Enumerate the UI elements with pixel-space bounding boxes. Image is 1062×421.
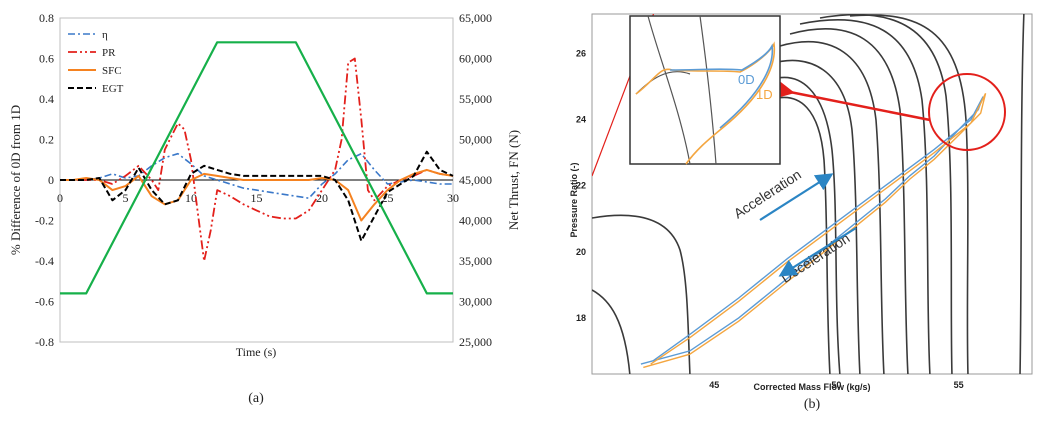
panel-a-chart: 0.80.60.40.20-0.2-0.4-0.6-0.865,00060,00… xyxy=(8,11,521,406)
x-tick-label: 30 xyxy=(447,191,459,205)
x-tick-label: 50 xyxy=(831,380,841,390)
inset-0d-curve xyxy=(669,43,774,129)
y2-tick-label: 65,000 xyxy=(459,11,492,25)
inset-label-1d: 1D xyxy=(756,87,773,102)
inset-zoom: 0D 1D xyxy=(629,15,781,165)
y-tick-label: 0.4 xyxy=(39,92,54,106)
y-tick-label: -0.2 xyxy=(35,214,54,228)
speed-lines xyxy=(592,14,1025,374)
x-tick-label: 55 xyxy=(954,380,964,390)
speed-line xyxy=(769,96,831,374)
y2-tick-label: 45,000 xyxy=(459,173,492,187)
panel-b-x-axis-label: Corrected Mass Flow (kg/s) xyxy=(753,382,870,392)
inset-speed-line xyxy=(647,15,691,165)
series-line-eta xyxy=(60,152,453,199)
x-tick-label: 5 xyxy=(123,191,129,205)
speed-line xyxy=(819,14,953,374)
y-tick-label: 22 xyxy=(576,181,586,191)
y2-tick-label: 50,000 xyxy=(459,133,492,147)
panel-a-label: (a) xyxy=(248,391,264,406)
legend-label: η xyxy=(102,29,108,41)
y2-tick-label: 30,000 xyxy=(459,295,492,309)
speed-line xyxy=(769,76,841,374)
y-tick-label: 24 xyxy=(576,115,586,125)
panel-a-y2-axis-label: Net Thrust, FN (N) xyxy=(506,130,521,230)
panel-b-map: 0D 1D Acceleration Deceleration 45 50 5526… xyxy=(569,13,1033,412)
y-tick-label: 0.6 xyxy=(39,52,54,66)
y-tick-label: -0.6 xyxy=(35,295,54,309)
speed-line xyxy=(779,41,885,374)
y-tick-label: 26 xyxy=(576,49,586,59)
y-tick-label: -0.4 xyxy=(35,254,54,268)
y2-tick-label: 25,000 xyxy=(459,335,492,349)
x-tick-label: 15 xyxy=(251,191,263,205)
series-line-sfc xyxy=(60,168,454,222)
y2-tick-label: 60,000 xyxy=(459,52,492,66)
speed-line xyxy=(799,19,931,374)
y2-tick-label: 35,000 xyxy=(459,254,492,268)
panel-a-x-axis-label: Time (s) xyxy=(236,345,277,359)
panel-a-ticks: 0.80.60.40.20-0.2-0.4-0.6-0.865,00060,00… xyxy=(35,11,492,349)
deceleration-arrow xyxy=(778,227,857,277)
y-tick-label: -0.8 xyxy=(35,335,54,349)
speed-line xyxy=(849,14,969,374)
x-tick-label: 20 xyxy=(316,191,328,205)
x-tick-label: 10 xyxy=(185,191,197,205)
y-tick-label: 0.2 xyxy=(39,133,54,147)
y-tick-label: 20 xyxy=(576,247,586,257)
zoom-arrow xyxy=(767,75,931,122)
legend-label: EGT xyxy=(102,83,124,95)
series-line-pr xyxy=(60,57,454,262)
inset-speed-line xyxy=(699,15,717,165)
y-tick-label: 18 xyxy=(576,313,586,323)
panel-b-content xyxy=(592,14,1025,374)
y-tick-label: 0 xyxy=(48,173,54,187)
panel-b-y-axis-label: Pressure Ratio (-) xyxy=(569,162,579,237)
x-tick-label: 45 xyxy=(709,380,719,390)
x-tick-label: 0 xyxy=(57,191,63,205)
panel-a-y-axis-label: % Difference of 0D from 1D xyxy=(8,105,23,255)
panel-a-legend: η PR SFC EGT xyxy=(68,29,124,95)
panel-b-ticks: 45 50 55 26 24 22 20 18 xyxy=(576,49,964,390)
speed-line xyxy=(789,28,909,374)
y2-tick-label: 40,000 xyxy=(459,214,492,228)
legend-label: PR xyxy=(102,47,116,59)
speed-line xyxy=(592,289,631,374)
acceleration-arrow xyxy=(759,173,834,221)
inset-label-0d: 0D xyxy=(738,72,755,87)
panel-b-label: (b) xyxy=(804,397,821,412)
y2-tick-label: 55,000 xyxy=(459,92,492,106)
zoom-circle xyxy=(928,73,1006,151)
series-line-net-thrust xyxy=(60,41,453,295)
legend-label: SFC xyxy=(102,65,122,77)
series-line-egt xyxy=(60,150,454,242)
speed-line xyxy=(1019,14,1025,374)
panel-a-series xyxy=(60,41,454,295)
speed-line xyxy=(769,59,861,374)
y-tick-label: 0.8 xyxy=(39,11,54,25)
